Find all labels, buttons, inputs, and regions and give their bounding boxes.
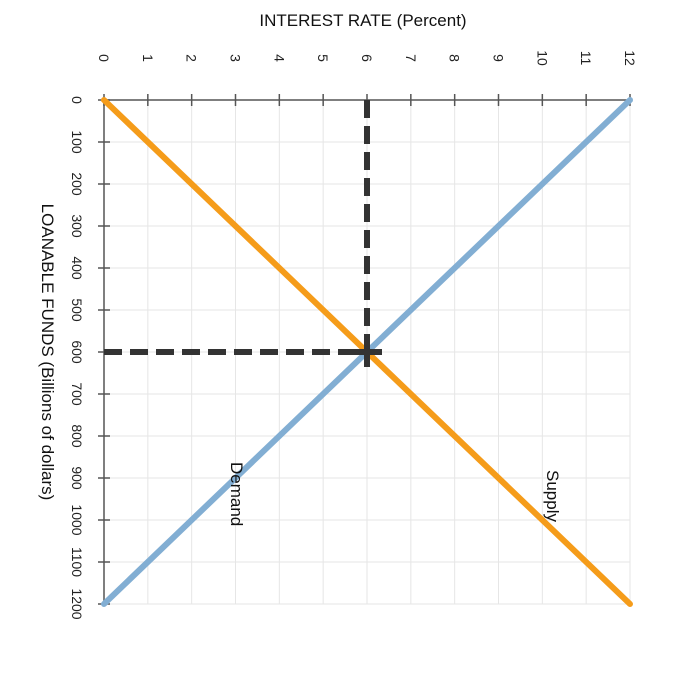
funds-tick-label: 100	[69, 130, 85, 154]
funds-tick-label: 800	[69, 424, 85, 448]
rate-tick-label: 4	[271, 54, 287, 62]
funds-tick-label: 400	[69, 256, 85, 280]
left-axis-title: LOANABLE FUNDS (Billions of dollars)	[38, 204, 57, 501]
funds-tick-label: 600	[69, 340, 85, 364]
rate-tick-label: 1	[140, 54, 156, 62]
supply-label: Supply	[543, 470, 562, 522]
funds-tick-label: 200	[69, 172, 85, 196]
rate-tick-label: 6	[359, 54, 375, 62]
rate-tick-label: 11	[578, 51, 594, 66]
funds-tick-label: 0	[69, 96, 85, 104]
top-axis-title: INTEREST RATE (Percent)	[259, 11, 466, 30]
rate-tick-label: 10	[534, 50, 550, 66]
demand-label: Demand	[227, 462, 246, 526]
rate-tick-labels: 0 1 2 3 4 5 6 7 8 9 10 11 12	[96, 50, 638, 66]
rate-tick-label: 0	[96, 54, 112, 62]
funds-tick-label: 1200	[69, 588, 85, 619]
funds-tick-label: 1100	[69, 547, 85, 577]
funds-tick-label: 900	[69, 466, 85, 490]
rate-tick-label: 7	[403, 54, 419, 62]
funds-tick-label: 700	[69, 382, 85, 406]
equilibrium-marker[interactable]	[352, 337, 382, 367]
funds-tick-label: 300	[69, 214, 85, 238]
rate-tick-label: 2	[184, 54, 200, 62]
rate-tick-label: 3	[228, 54, 244, 62]
rate-tick-label: 9	[491, 54, 507, 62]
funds-tick-label: 1000	[69, 504, 85, 535]
rate-tick-label: 8	[447, 54, 463, 62]
funds-tick-labels: 0 100 200 300 400 500 600 700 800 900 1000 1100 1200	[69, 96, 85, 620]
funds-tick-label: 500	[69, 298, 85, 322]
rate-tick-label: 12	[622, 50, 638, 66]
rate-tick-label: 5	[315, 54, 331, 62]
